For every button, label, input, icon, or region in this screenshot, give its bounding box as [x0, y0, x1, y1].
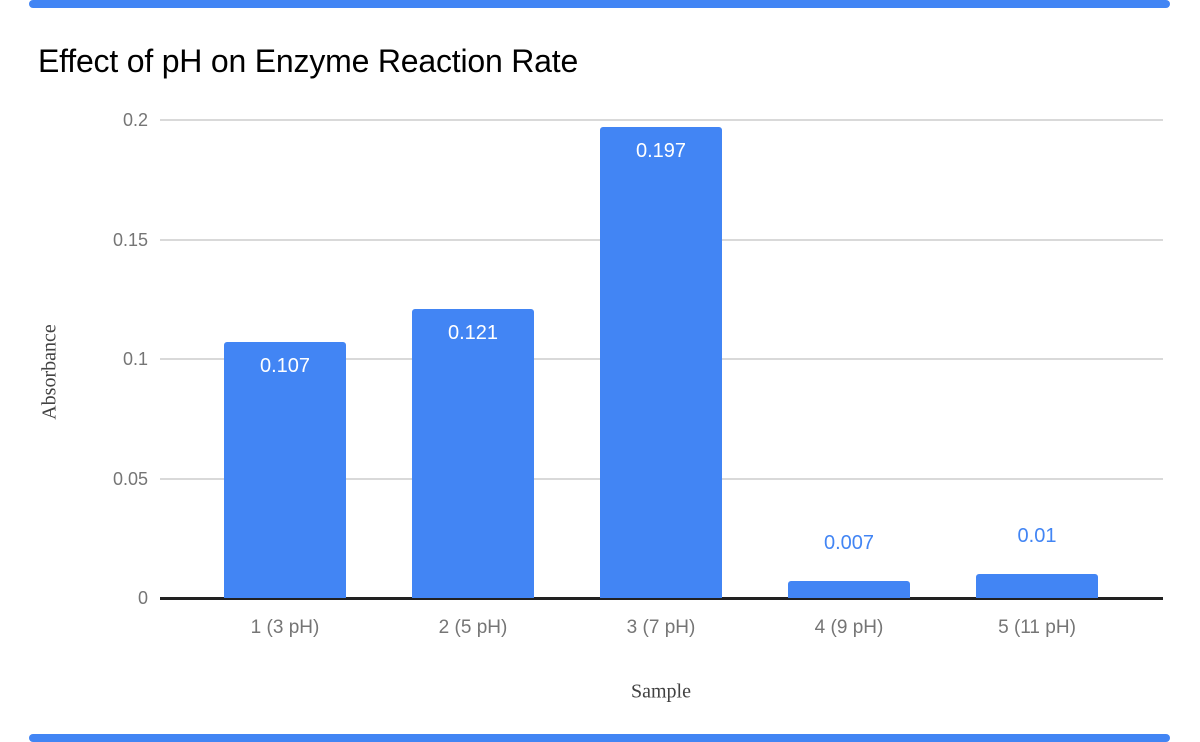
- x-tick-label: 4 (9 pH): [814, 617, 884, 638]
- selection-border-top: [29, 0, 1170, 8]
- selection-border-bottom: [29, 734, 1170, 742]
- bar-value-label: 0.197: [635, 140, 687, 163]
- y-axis-title: Absorbance: [38, 324, 61, 420]
- bar-value-label: 0.01: [1017, 525, 1057, 548]
- x-tick-label: 3 (7 pH): [626, 617, 696, 638]
- x-axis-title: Sample: [631, 680, 691, 703]
- bar[interactable]: [976, 574, 1098, 598]
- bar-value-label: 0.121: [447, 321, 499, 344]
- x-axis-baseline: [160, 597, 1163, 600]
- bar[interactable]: [224, 342, 346, 598]
- x-tick-label: 1 (3 pH): [250, 617, 320, 638]
- x-tick-label: 5 (11 pH): [998, 617, 1076, 638]
- gridline: [160, 119, 1163, 121]
- x-tick-label: 2 (5 pH): [438, 617, 508, 638]
- y-tick-label: 0.2: [122, 110, 148, 130]
- y-tick-label: 0.1: [122, 349, 148, 369]
- y-tick-label: 0: [137, 588, 148, 608]
- y-tick-label: 0.05: [112, 468, 148, 489]
- bar-value-label: 0.107: [259, 355, 311, 378]
- bar[interactable]: [600, 127, 722, 598]
- bar-value-label: 0.007: [823, 532, 875, 555]
- bar[interactable]: [788, 581, 910, 598]
- chart-title: Effect of pH on Enzyme Reaction Rate: [38, 43, 579, 79]
- bar[interactable]: [412, 308, 534, 598]
- y-tick-label: 0.15: [112, 229, 148, 250]
